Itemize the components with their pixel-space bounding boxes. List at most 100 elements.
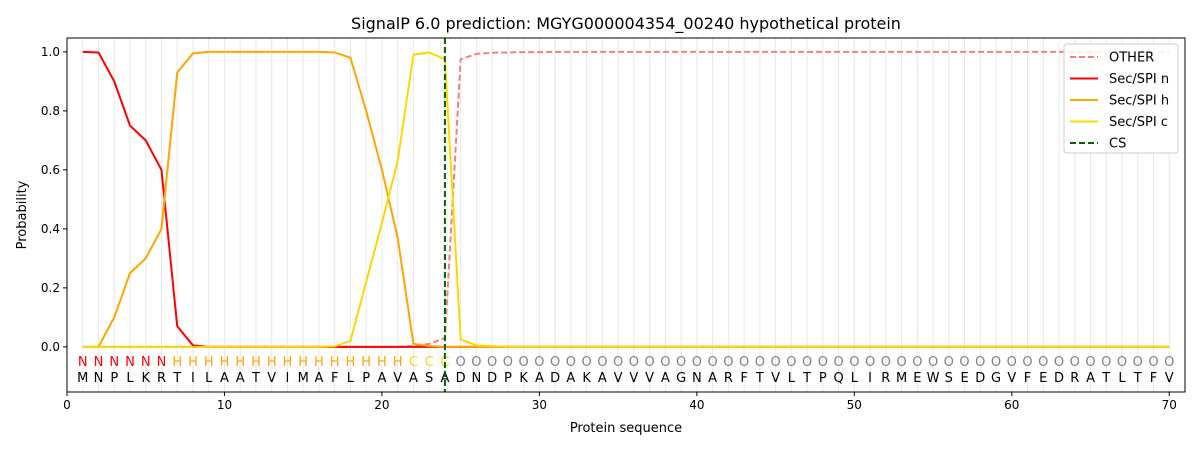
region-label: O xyxy=(739,355,749,370)
legend-entry: CS xyxy=(1109,137,1126,152)
residue-label: N xyxy=(94,371,104,386)
residue-label: R xyxy=(724,371,733,386)
residue-label: V xyxy=(629,371,638,386)
residue-label: V xyxy=(771,371,780,386)
residue-label: S xyxy=(945,371,953,386)
residue-label: D xyxy=(1054,371,1064,386)
region-label: N xyxy=(141,355,151,370)
region-label: O xyxy=(1117,355,1127,370)
residue-label: A xyxy=(661,371,670,386)
region-label: O xyxy=(519,355,529,370)
residue-label: A xyxy=(409,371,418,386)
residue-label: D xyxy=(487,371,497,386)
residue-label: G xyxy=(991,371,1001,386)
region-label: H xyxy=(377,355,387,370)
region-label: O xyxy=(471,355,481,370)
region-label: O xyxy=(660,355,670,370)
x-axis-label: Protein sequence xyxy=(570,421,682,436)
region-label: H xyxy=(283,355,293,370)
residue-label: P xyxy=(819,371,827,386)
region-label: H xyxy=(298,355,308,370)
region-label: C xyxy=(409,355,418,370)
region-label: O xyxy=(1022,355,1032,370)
residue-label: F xyxy=(740,371,747,386)
region-label: O xyxy=(944,355,954,370)
region-label: O xyxy=(881,355,891,370)
residue-label: N xyxy=(692,371,702,386)
region-label: O xyxy=(912,355,922,370)
residue-label: D xyxy=(550,371,560,386)
residue-label: L xyxy=(205,371,213,386)
residue-label: D xyxy=(456,371,466,386)
residue-label: M xyxy=(77,371,88,386)
residue-label: W xyxy=(927,371,940,386)
series-line-sec-spi-n xyxy=(82,50,1170,348)
residue-label: A xyxy=(220,371,229,386)
region-label: O xyxy=(959,355,969,370)
residue-label: M xyxy=(896,371,907,386)
region-label: O xyxy=(613,355,623,370)
residue-label: A xyxy=(535,371,544,386)
y-tick-label: 0.8 xyxy=(41,104,60,118)
residue-label: A xyxy=(440,371,449,386)
region-label: N xyxy=(157,355,167,370)
residue-label: L xyxy=(851,371,859,386)
region-label: O xyxy=(723,355,733,370)
region-label: O xyxy=(1101,355,1111,370)
residue-label: S xyxy=(425,371,433,386)
plot-frame xyxy=(66,37,1186,393)
residue-label: L xyxy=(788,371,796,386)
x-tick-label: 70 xyxy=(1162,398,1177,412)
x-tick-label: 40 xyxy=(689,398,704,412)
series-line-sec-spi-c xyxy=(82,51,1170,348)
residue-label: F xyxy=(1150,371,1157,386)
region-label: H xyxy=(220,355,230,370)
residue-label: K xyxy=(141,371,150,386)
chart-title: SignalP 6.0 prediction: MGYG000004354_00… xyxy=(351,14,901,34)
y-tick-label: 0.2 xyxy=(41,281,60,295)
region-label: O xyxy=(566,355,576,370)
residue-label: R xyxy=(1070,371,1079,386)
region-label: O xyxy=(487,355,497,370)
region-label: O xyxy=(1054,355,1064,370)
region-label: O xyxy=(833,355,843,370)
region-label: H xyxy=(314,355,324,370)
region-label: H xyxy=(361,355,371,370)
region-label: H xyxy=(251,355,261,370)
x-tick-label: 30 xyxy=(532,398,547,412)
y-tick-label: 0.4 xyxy=(41,222,60,236)
region-label: H xyxy=(267,355,277,370)
region-label: O xyxy=(786,355,796,370)
region-label: O xyxy=(676,355,686,370)
region-label: O xyxy=(896,355,906,370)
region-label: N xyxy=(78,355,88,370)
region-label: O xyxy=(1038,355,1048,370)
x-tick-label: 10 xyxy=(217,398,232,412)
region-label: H xyxy=(393,355,403,370)
residue-label: F xyxy=(331,371,338,386)
region-label: C xyxy=(425,355,434,370)
region-label: O xyxy=(991,355,1001,370)
region-label: O xyxy=(456,355,466,370)
region-label: H xyxy=(235,355,245,370)
region-label: O xyxy=(1070,355,1080,370)
residue-label: P xyxy=(362,371,370,386)
residue-label: K xyxy=(519,371,528,386)
residue-label: L xyxy=(347,371,355,386)
residue-label: T xyxy=(802,371,811,386)
series-line-other xyxy=(82,50,1170,348)
residue-label: K xyxy=(582,371,591,386)
residue-label: N xyxy=(472,371,482,386)
residue-label: T xyxy=(755,371,764,386)
region-label: H xyxy=(346,355,356,370)
residue-label: A xyxy=(708,371,717,386)
legend-entry: OTHER xyxy=(1109,51,1154,66)
region-label: O xyxy=(1007,355,1017,370)
x-tick-label: 20 xyxy=(374,398,389,412)
residue-label: P xyxy=(504,371,512,386)
region-label: O xyxy=(865,355,875,370)
residue-label: L xyxy=(126,371,134,386)
region-label: N xyxy=(94,355,104,370)
region-label: O xyxy=(645,355,655,370)
